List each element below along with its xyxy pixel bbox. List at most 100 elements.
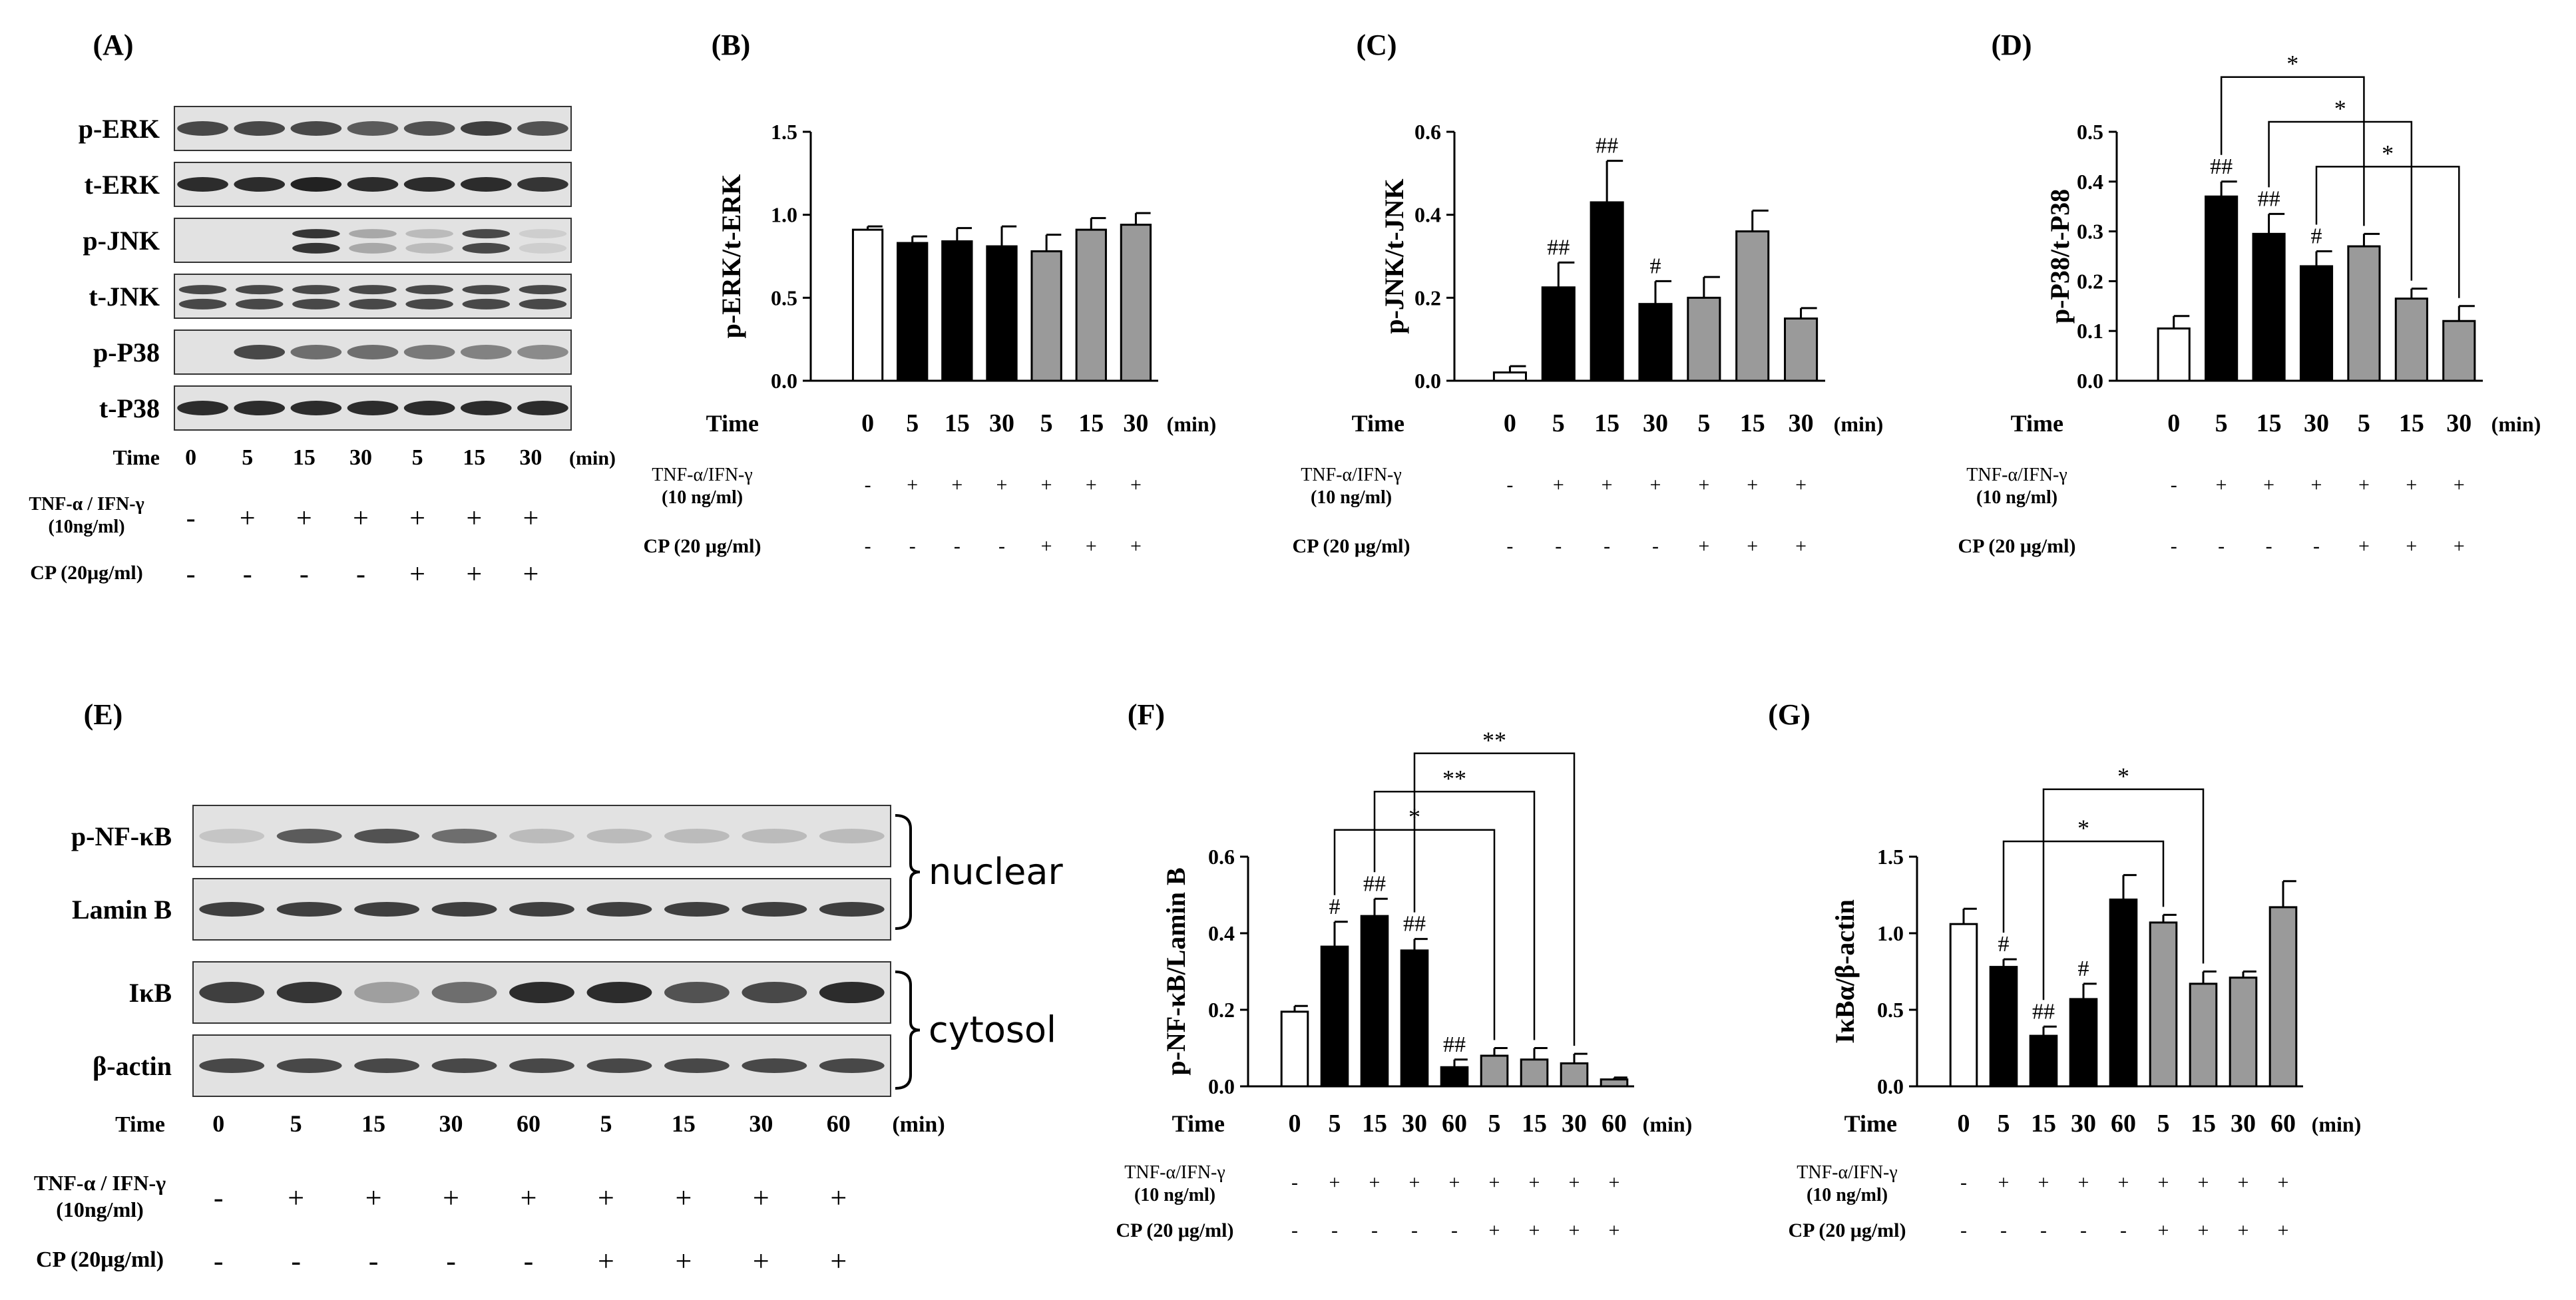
blot-band <box>819 902 885 917</box>
bar <box>2252 232 2286 382</box>
cp-sign: - <box>998 535 1005 557</box>
blot-band <box>405 242 453 254</box>
tnf-sign: + <box>466 503 482 534</box>
blot-band <box>405 298 453 310</box>
tnf-sign: - <box>1506 474 1513 496</box>
y-tick-label: 1.0 <box>771 203 797 227</box>
blot-band <box>509 982 574 1003</box>
blot-band <box>586 1058 652 1073</box>
cp-sign: - <box>1555 535 1562 557</box>
tnf-sign: + <box>409 503 425 534</box>
y-tick-label: 0.0 <box>1877 1074 1904 1098</box>
tnf-sign: + <box>1795 474 1807 496</box>
y-tick-label: 0.1 <box>2077 319 2103 343</box>
cp-sign: + <box>1569 1219 1580 1241</box>
blot-band <box>664 902 730 917</box>
blot-band <box>235 298 284 310</box>
bar <box>941 240 973 382</box>
y-axis-label: IκBα/β-actin <box>1830 899 1860 1044</box>
tnf-sign: + <box>753 1182 769 1214</box>
time-row-label: Time <box>112 445 160 469</box>
significance-mark: # <box>2078 957 2089 981</box>
cp-row-label: CP (20 μg/ml) <box>1958 535 2076 557</box>
tnf-sign: + <box>1041 474 1052 496</box>
blot-band <box>460 401 512 415</box>
tnf-sign: + <box>1698 474 1709 496</box>
blot-band <box>177 401 228 415</box>
tnf-row-label: TNF-α/IFN-γ <box>1797 1162 1897 1183</box>
blot-band <box>234 177 286 192</box>
tnf-sign: + <box>443 1182 459 1214</box>
time-row-label: Time <box>1172 1110 1225 1137</box>
blot-band <box>403 345 455 359</box>
y-tick-label: 0.5 <box>1877 998 1904 1022</box>
significance-bracket <box>2268 120 2413 281</box>
blot-band <box>290 345 342 359</box>
cp-sign: - <box>2120 1219 2127 1241</box>
blot-band <box>664 829 730 843</box>
blot-band <box>519 242 567 254</box>
time-label: 30 <box>749 1110 773 1137</box>
time-label: 30 <box>1643 409 1668 437</box>
tnf-sign: + <box>296 503 312 534</box>
bar <box>2394 298 2428 382</box>
time-label: 5 <box>1697 409 1710 437</box>
time-row-label: Time <box>706 410 759 437</box>
blot-band <box>742 829 807 843</box>
blot-band <box>178 298 227 310</box>
blot-band <box>354 982 420 1003</box>
time-label: 0 <box>212 1110 224 1137</box>
y-tick-label: 0.5 <box>2077 120 2103 144</box>
blot-band <box>664 982 730 1003</box>
tnf-sign: + <box>675 1182 692 1214</box>
blot-strip <box>174 218 572 263</box>
panel-letter-B: (B) <box>712 29 751 61</box>
cp-sign: + <box>1609 1219 1620 1241</box>
blot-band <box>509 1058 574 1073</box>
bar <box>2029 1034 2058 1088</box>
cp-sign: + <box>2358 535 2370 557</box>
time-label: 5 <box>1329 1110 1341 1138</box>
blot-band <box>586 902 652 917</box>
significance-mark: ## <box>1596 134 1618 158</box>
significance-bracket <box>1413 752 1576 1046</box>
time-label: 5 <box>1552 409 1565 437</box>
time-label: 5 <box>290 1110 302 1137</box>
cp-sign: + <box>830 1245 847 1277</box>
blot-band <box>742 1058 807 1073</box>
blot-band <box>354 1058 420 1073</box>
tnf-row-label-2: (10 ng/ml) <box>1311 487 1392 508</box>
cp-sign: - <box>1371 1219 1378 1241</box>
tnf-sign: - <box>186 503 196 534</box>
cp-sign: - <box>2218 535 2225 557</box>
time-label: 15 <box>1362 1110 1387 1138</box>
bar <box>2157 327 2191 382</box>
blot-band <box>509 829 574 843</box>
blot-band <box>235 285 284 295</box>
bar <box>1440 1066 1469 1088</box>
cp-sign: + <box>675 1245 692 1277</box>
y-tick-label: 0.6 <box>1414 120 1441 144</box>
significance-mark: # <box>1998 932 2010 957</box>
bracket-label: * <box>2117 763 2129 789</box>
y-axis-label: p-NF-κB/Lamin B <box>1161 867 1191 1075</box>
tnf-sign: + <box>1569 1172 1580 1193</box>
blot-band <box>347 121 399 136</box>
min-label: (min) <box>1167 412 1217 436</box>
blot-band <box>199 829 265 843</box>
time-label: 15 <box>1522 1110 1547 1138</box>
cp-sign: - <box>865 535 871 557</box>
bar <box>1360 915 1389 1088</box>
bar <box>2442 320 2476 382</box>
significance-mark: ## <box>2258 186 2280 211</box>
blot-band <box>292 285 340 295</box>
time-label: 30 <box>1123 409 1148 437</box>
tnf-sign: + <box>2311 474 2322 496</box>
bar <box>1075 228 1107 382</box>
time-label: 15 <box>1594 409 1619 437</box>
blot-band <box>462 285 511 295</box>
significance-mark: # <box>2311 224 2322 249</box>
tnf-sign: + <box>2278 1172 2289 1193</box>
panel-letter-D: (D) <box>1991 29 2032 61</box>
